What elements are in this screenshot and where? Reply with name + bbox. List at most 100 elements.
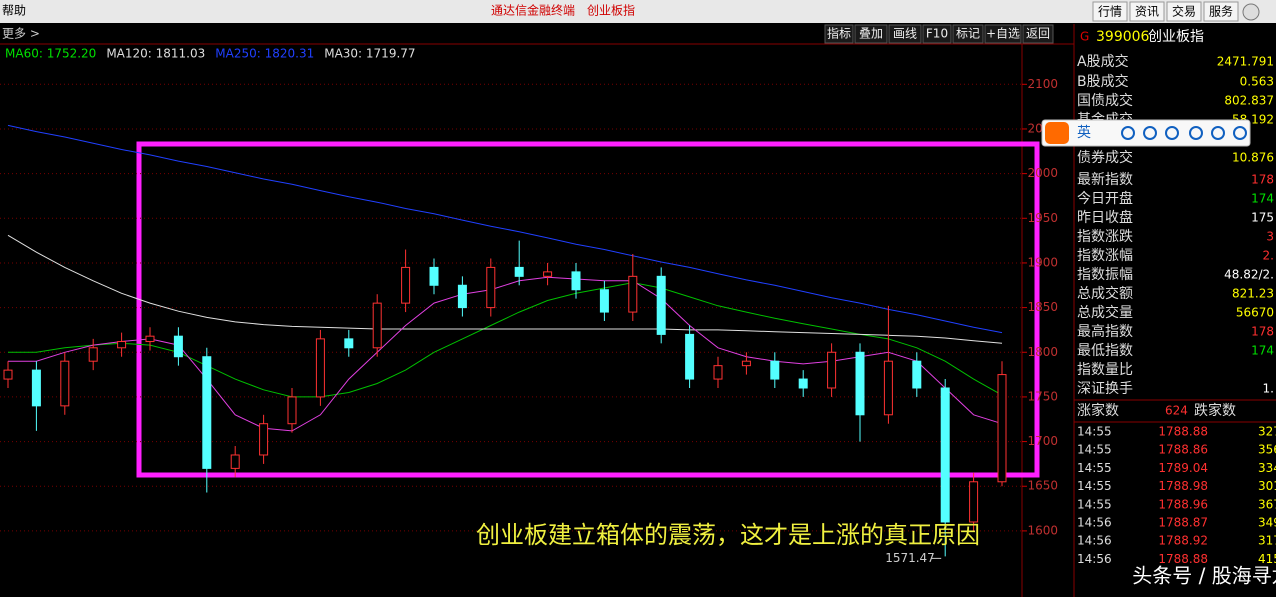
panel-value: 56670 xyxy=(1236,306,1274,320)
panel-label: 债券成交 xyxy=(1077,149,1133,166)
panel-value: 178 xyxy=(1251,325,1274,339)
candle-body xyxy=(912,360,922,389)
panel-label: 总成交量 xyxy=(1077,304,1133,321)
rise-count: 624 xyxy=(1165,404,1188,418)
trade-price: 1788.87 xyxy=(1158,516,1208,530)
toolbar-button-label: F10 xyxy=(926,27,948,41)
ime-icon[interactable] xyxy=(1211,126,1225,140)
window-control[interactable] xyxy=(1242,3,1260,21)
toolbar-button-label: 叠加 xyxy=(859,27,883,41)
candle-body xyxy=(770,360,780,380)
y-tick-label: 2000 xyxy=(1027,166,1058,180)
toolbar-button[interactable] xyxy=(952,24,984,44)
ma-line xyxy=(8,282,1003,398)
y-tick-label: 1850 xyxy=(1027,300,1058,314)
toolbar-button[interactable] xyxy=(854,24,888,44)
panel-label: 最高指数 xyxy=(1077,323,1133,340)
panel-marker: G xyxy=(1080,30,1089,44)
window-button[interactable] xyxy=(1129,1,1165,22)
toolbar-button[interactable] xyxy=(824,24,854,44)
panel-value: 10.876 xyxy=(1232,151,1274,165)
legend-entry: MA30: 1719.77 xyxy=(324,47,415,61)
candle-body xyxy=(514,266,524,277)
candle-body xyxy=(940,387,950,523)
y-tick-label: 1600 xyxy=(1027,523,1058,537)
more[interactable]: 更多 > xyxy=(2,27,40,41)
toolbar-button-label: 标记 xyxy=(956,27,980,41)
y-tick-label: 1900 xyxy=(1027,255,1058,269)
panel-value: 0.563 xyxy=(1240,75,1274,89)
trade-time: 14:55 xyxy=(1077,461,1112,475)
y-tick-label: 1650 xyxy=(1027,479,1058,493)
trade-volume: 367 xyxy=(1258,497,1276,511)
trade-time: 14:56 xyxy=(1077,516,1112,530)
trade-price: 1788.98 xyxy=(1158,479,1208,493)
y-tick-label: 2100 xyxy=(1027,77,1058,91)
window-button-label: 交易 xyxy=(1172,4,1196,19)
ime-icon[interactable] xyxy=(1189,126,1203,140)
candle-body xyxy=(741,360,751,367)
toolbar-button[interactable] xyxy=(984,24,1022,44)
panel-label: A股成交 xyxy=(1077,53,1129,70)
panel-label: 国债成交 xyxy=(1077,92,1133,109)
y-tick-label: 1750 xyxy=(1027,389,1058,403)
window-button[interactable] xyxy=(1203,1,1239,22)
candle-body xyxy=(60,360,70,407)
trade-volume: 356 xyxy=(1258,443,1276,457)
trade-price: 1789.04 xyxy=(1158,461,1208,475)
menu[interactable]: 帮助 xyxy=(2,4,26,18)
candle-body xyxy=(145,335,155,343)
legend-entry: MA60: 1752.20 xyxy=(5,47,96,61)
highlight-box xyxy=(136,141,1040,478)
candle-body xyxy=(372,302,382,349)
window-button[interactable] xyxy=(1166,1,1202,22)
panel-value: 175 xyxy=(1251,211,1274,225)
trade-time: 14:55 xyxy=(1077,497,1112,511)
toolbar-button[interactable] xyxy=(1022,24,1054,44)
toolbar xyxy=(0,24,1074,44)
panel-value: 174 xyxy=(1251,344,1274,358)
candle-body xyxy=(117,341,127,349)
panel-value: 1. xyxy=(1263,382,1274,396)
low-label: 1571.47 xyxy=(885,551,935,565)
ma-line xyxy=(7,234,1003,344)
panel-label: 最新指数 xyxy=(1077,172,1133,188)
toolbar-button[interactable] xyxy=(922,24,952,44)
ime-logo xyxy=(1045,122,1069,144)
panel-value: 2471.791 xyxy=(1217,55,1274,69)
candle-body xyxy=(855,351,865,416)
fall-label: 跌家数 xyxy=(1194,402,1236,419)
candle-body xyxy=(3,369,13,380)
candle-body xyxy=(401,266,411,304)
candle-body xyxy=(486,266,496,309)
panel-label: 指数量比 xyxy=(1077,362,1133,378)
trade-price: 1788.86 xyxy=(1158,443,1208,457)
ime-icon[interactable] xyxy=(1165,126,1179,140)
candle-body xyxy=(173,335,183,358)
trade-time: 14:56 xyxy=(1077,552,1112,566)
toolbar-button-label: 指标 xyxy=(827,26,851,41)
legend-entry: MA250: 1820.31 xyxy=(215,47,314,61)
ime-icon[interactable] xyxy=(1233,126,1247,140)
panel-label: B股成交 xyxy=(1077,73,1129,90)
annotation: 创业板建立箱体的震荡，这才是上涨的真正原因 xyxy=(476,521,980,549)
ime-icon[interactable] xyxy=(1121,126,1135,140)
window-button[interactable] xyxy=(1092,1,1128,22)
rise-label: 涨家数 xyxy=(1077,402,1119,419)
candle-body xyxy=(315,338,325,398)
panel-label: 指数振幅 xyxy=(1077,267,1133,283)
candle-body xyxy=(571,271,581,291)
ime-icon[interactable] xyxy=(1143,126,1157,140)
candle-body xyxy=(88,347,98,362)
toolbar-button[interactable] xyxy=(888,24,922,44)
y-tick-label: 1950 xyxy=(1027,211,1058,225)
candle-body xyxy=(599,289,609,313)
watermark: 头条号 / 股海寻龙 xyxy=(1132,564,1276,588)
candle-body xyxy=(543,271,553,277)
trade-time: 14:56 xyxy=(1077,534,1112,548)
candle-body xyxy=(628,275,638,313)
panel-label: 指数涨跌 xyxy=(1077,229,1133,245)
trade-time: 14:55 xyxy=(1077,443,1112,457)
panel-label: 昨日收盘 xyxy=(1077,209,1133,226)
